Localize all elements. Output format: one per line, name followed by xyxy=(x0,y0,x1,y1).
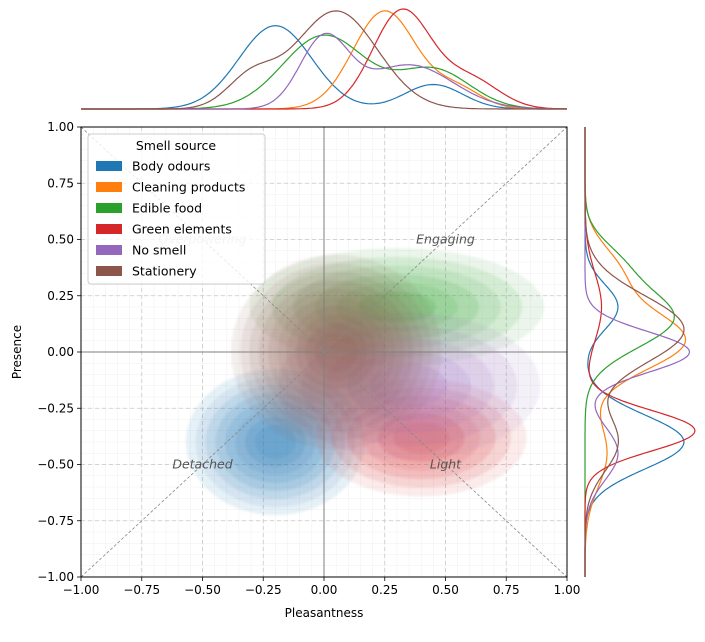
legend-box xyxy=(87,133,266,285)
legend-swatch xyxy=(96,161,122,171)
y-tick-label: 0.25 xyxy=(47,289,74,303)
right-marginal-kde xyxy=(584,127,696,577)
x-tick-label: 0.75 xyxy=(493,583,520,597)
marginal-x-body-odours xyxy=(81,25,567,110)
legend-title: Smell source xyxy=(136,138,217,153)
legend-label: Body odours xyxy=(132,159,210,174)
legend-label: Green elements xyxy=(132,222,232,237)
legend-swatch xyxy=(96,224,122,234)
y-tick-label: −1.00 xyxy=(37,570,74,584)
x-tick-label: 0.00 xyxy=(311,583,338,597)
quadrant-label-detached: Detached xyxy=(172,457,232,472)
y-tick-label: 0.00 xyxy=(47,345,74,359)
legend-swatch xyxy=(96,182,122,192)
legend-label: Cleaning products xyxy=(132,180,245,195)
y-tick-label: 0.75 xyxy=(47,176,74,190)
quadrant-label-light: Light xyxy=(430,457,462,472)
top-marginal-kde xyxy=(81,8,568,110)
x-axis-ticks: −1.00 −0.75 −0.50 −0.25 0.00 0.25 0.50 0.75 1.00 xyxy=(63,577,581,597)
legend-swatch xyxy=(96,203,122,213)
x-tick-label: 0.25 xyxy=(371,583,398,597)
legend-label: Stationery xyxy=(132,264,197,279)
x-tick-label: −0.50 xyxy=(184,583,221,597)
quadrant-label-engaging: Engaging xyxy=(416,232,475,247)
marginal-x-edible-food xyxy=(81,34,568,110)
x-tick-label: −1.00 xyxy=(63,583,100,597)
y-axis-ticks: −1.00 −0.75 −0.50 −0.25 0.00 0.25 0.50 0.75 1.00 xyxy=(37,120,81,584)
y-axis-label: Presence xyxy=(10,325,24,379)
marginal-x-no-smell xyxy=(81,32,567,110)
x-tick-label: 0.50 xyxy=(432,583,459,597)
legend-swatch xyxy=(96,266,122,276)
y-tick-label: −0.75 xyxy=(37,514,74,528)
marginal-y-stationery xyxy=(584,127,685,577)
marginal-y-body-odours xyxy=(584,127,685,577)
legend-swatch xyxy=(96,245,122,255)
x-tick-label: −0.25 xyxy=(245,583,282,597)
marginal-y-edible-food xyxy=(584,127,675,577)
marginal-y-cleaning-products xyxy=(584,127,687,577)
y-tick-label: 0.50 xyxy=(47,233,74,247)
legend-label: Edible food xyxy=(132,201,202,216)
marginal-x-stationery xyxy=(81,10,567,110)
x-tick-label: 1.00 xyxy=(554,583,581,597)
legend-label: No smell xyxy=(132,243,186,258)
x-axis-label: Pleasantness xyxy=(285,606,364,620)
legend-entries: Body odours Cleaning products Edible food G… xyxy=(96,159,245,279)
density-contours xyxy=(186,248,544,515)
y-tick-label: −0.25 xyxy=(37,401,74,415)
x-tick-label: −0.75 xyxy=(123,583,160,597)
marginal-x-cleaning-products xyxy=(81,10,567,110)
marginal-y-no-smell xyxy=(584,127,691,577)
legend: Smell source Body odours Cleaning product… xyxy=(87,133,266,285)
y-tick-label: −0.50 xyxy=(37,458,74,472)
y-tick-label: 1.00 xyxy=(47,120,74,134)
